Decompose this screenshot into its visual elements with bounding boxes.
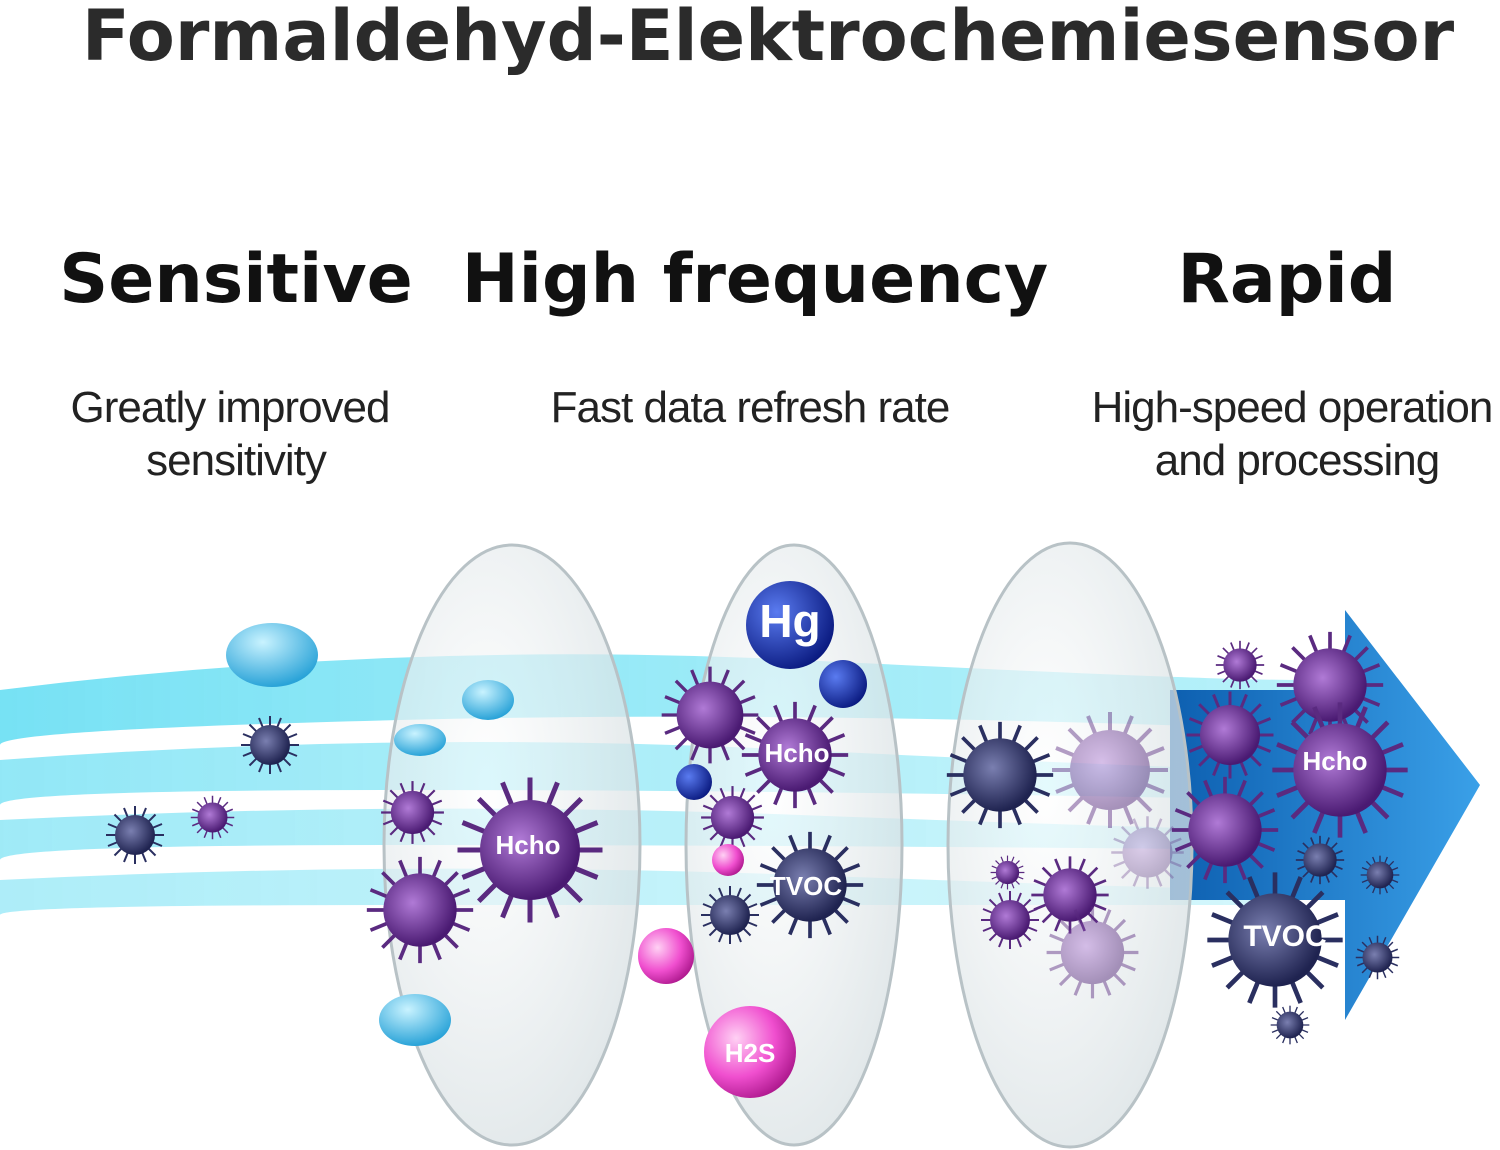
particle-label: TVOC: [770, 871, 842, 901]
feature-heading: High frequency: [462, 240, 1048, 319]
particle-label: Hcho: [1303, 746, 1368, 776]
particle-label: Hcho: [765, 738, 830, 768]
water-drops: [226, 623, 514, 1046]
feature-description: Greatly improved: [70, 383, 389, 432]
feature-description: Fast data refresh rate: [551, 383, 950, 432]
particle-label: Hg: [759, 595, 820, 647]
feature-heading: Rapid: [1178, 240, 1397, 319]
particle-label: H2S: [725, 1038, 776, 1068]
particle-label: TVOC: [1243, 920, 1326, 953]
page-title: Formaldehyd-Elektrochemiesensor: [82, 0, 1455, 77]
feature-heading: Sensitive: [59, 240, 413, 319]
particle-label: Hcho: [496, 830, 561, 860]
feature-description: sensitivity: [146, 436, 327, 485]
feature-description: and processing: [1155, 436, 1439, 485]
feature-description: High-speed operation: [1092, 383, 1493, 432]
particles: [105, 581, 1408, 1098]
